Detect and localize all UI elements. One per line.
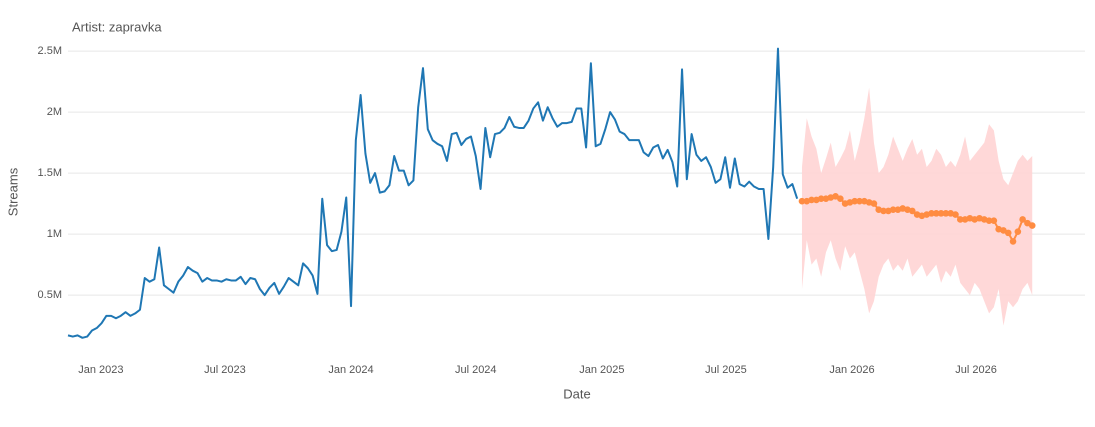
y-tick-label: 2M bbox=[47, 106, 62, 118]
x-tick-label: Jan 2024 bbox=[328, 364, 373, 376]
x-tick-label: Jul 2024 bbox=[455, 364, 497, 376]
forecast-point bbox=[798, 197, 806, 205]
y-tick-label: 2.5M bbox=[38, 45, 62, 57]
forecast-point bbox=[952, 211, 959, 218]
series-line bbox=[67, 47, 799, 339]
x-tick-label: Jul 2026 bbox=[955, 364, 997, 376]
forecast-point bbox=[990, 217, 998, 224]
forecast-point bbox=[889, 206, 897, 213]
y-tick-label: 1.5M bbox=[38, 167, 62, 179]
x-tick-label: Jan 2026 bbox=[829, 364, 874, 376]
x-tick-label: Jul 2025 bbox=[705, 364, 747, 376]
forecast-point bbox=[1004, 229, 1012, 237]
x-axis-label: Date bbox=[563, 386, 590, 401]
forecast-point bbox=[956, 216, 964, 223]
x-tick-label: Jan 2025 bbox=[579, 364, 624, 376]
forecast-point bbox=[817, 195, 825, 203]
forecast-point bbox=[937, 210, 945, 217]
forecast-point bbox=[942, 210, 950, 217]
forecast-point bbox=[928, 210, 935, 217]
forecast-point bbox=[909, 207, 916, 215]
y-tick-label: 0.5M bbox=[38, 289, 62, 301]
forecast-point bbox=[851, 197, 859, 205]
y-tick-label: 1M bbox=[47, 228, 62, 240]
forecast-point bbox=[932, 210, 940, 217]
forecast-point bbox=[808, 196, 815, 204]
forecast-point bbox=[1009, 238, 1017, 245]
confidence-band bbox=[801, 87, 1033, 326]
x-tick-label: Jul 2023 bbox=[204, 364, 246, 376]
forecast-point bbox=[837, 195, 844, 203]
forecast-point bbox=[1019, 216, 1026, 223]
forecast-point bbox=[1014, 228, 1022, 235]
forecast-point bbox=[856, 197, 863, 205]
forecast-point bbox=[1028, 222, 1036, 229]
y-axis-label: Streams bbox=[5, 167, 20, 216]
x-tick-label: Jan 2023 bbox=[78, 364, 123, 376]
forecast-point bbox=[880, 207, 887, 215]
forecast-point bbox=[985, 217, 993, 224]
forecast-point bbox=[870, 200, 878, 207]
chart-title: Artist: zapravka bbox=[72, 19, 162, 34]
